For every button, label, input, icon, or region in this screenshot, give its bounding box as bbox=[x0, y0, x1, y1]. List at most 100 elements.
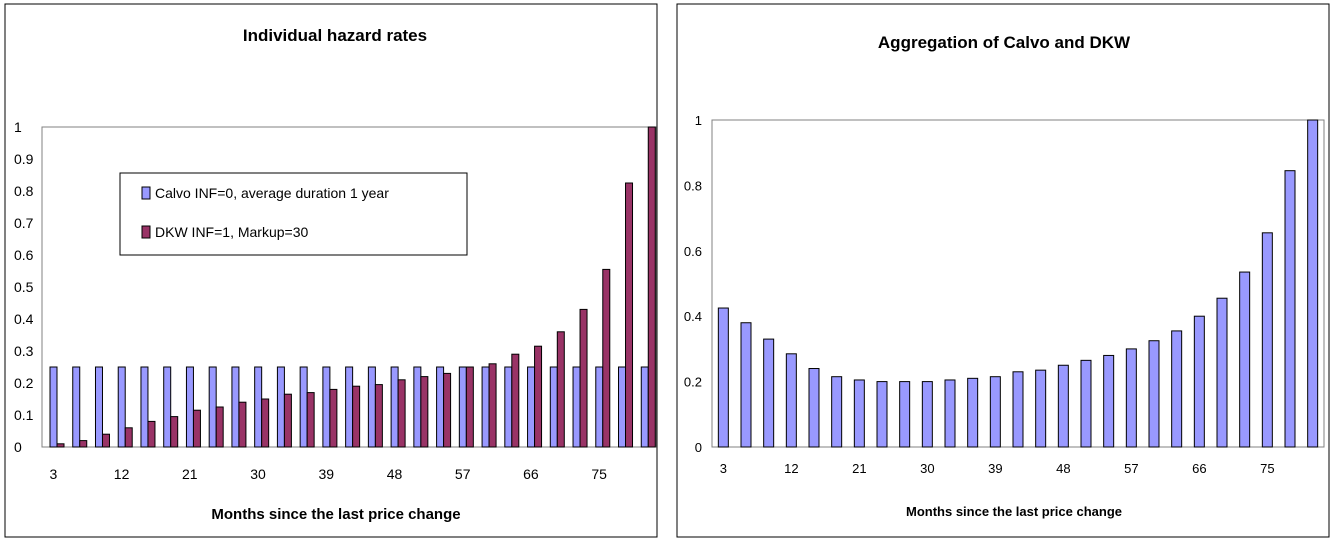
aggregate-bar bbox=[1012, 371, 1024, 448]
aggregate-bar bbox=[1035, 369, 1047, 448]
aggregate-bar bbox=[853, 379, 865, 448]
calvo-bar bbox=[367, 366, 376, 448]
left-y-tick-label: 0.5 bbox=[14, 279, 34, 295]
aggregate-bar bbox=[785, 353, 797, 448]
left-y-tick-label: 0.7 bbox=[14, 215, 34, 231]
dkw-bar bbox=[556, 331, 565, 448]
aggregate-bar bbox=[1148, 340, 1160, 448]
aggregate-bar bbox=[876, 381, 888, 448]
left-x-tick-label: 57 bbox=[455, 466, 471, 482]
right-x-tick-label: 3 bbox=[720, 461, 727, 476]
aggregate-bar bbox=[944, 379, 956, 448]
left-y-tick-label: 0.2 bbox=[14, 375, 34, 391]
calvo-bar bbox=[276, 366, 285, 448]
dkw-bar bbox=[443, 372, 452, 448]
right-x-tick-label: 12 bbox=[784, 461, 798, 476]
aggregate-bar bbox=[808, 368, 820, 448]
aggregate-bar bbox=[763, 338, 775, 448]
left-y-tick-label: 0.8 bbox=[14, 183, 34, 199]
dkw-bar bbox=[488, 363, 497, 448]
left-y-tick-label: 0.1 bbox=[14, 407, 34, 423]
aggregate-bar bbox=[921, 381, 933, 448]
aggregate-bar bbox=[1193, 315, 1205, 448]
dkw-bar bbox=[215, 406, 224, 448]
aggregate-bar bbox=[1080, 359, 1092, 448]
calvo-bar bbox=[208, 366, 217, 448]
dkw-bar bbox=[329, 388, 338, 448]
right-chart-title: Aggregation of Calvo and DKW bbox=[878, 33, 1131, 52]
calvo-bar bbox=[72, 366, 81, 448]
dkw-bar bbox=[147, 420, 156, 448]
legend-swatch-calvo bbox=[141, 186, 151, 200]
dkw-bar bbox=[261, 398, 270, 448]
calvo-bar bbox=[618, 366, 627, 448]
dkw-bar bbox=[170, 416, 179, 448]
calvo-bar bbox=[436, 366, 445, 448]
left-chart-frame bbox=[4, 3, 658, 538]
dkw-bar bbox=[647, 126, 656, 448]
calvo-bar bbox=[595, 366, 604, 448]
calvo-bar bbox=[254, 366, 263, 448]
legend-label-dkw: DKW INF=1, Markup=30 bbox=[155, 224, 308, 240]
right-x-tick-label: 30 bbox=[920, 461, 934, 476]
left-chart-x-axis-label: Months since the last price change bbox=[211, 506, 460, 523]
calvo-bar bbox=[413, 366, 422, 448]
aggregate-bar bbox=[989, 376, 1001, 448]
calvo-bar bbox=[504, 366, 513, 448]
left-x-tick-label: 3 bbox=[49, 466, 57, 482]
aggregate-bar bbox=[1239, 271, 1251, 448]
dkw-bar bbox=[79, 440, 88, 448]
calvo-bar bbox=[49, 366, 58, 448]
left-y-tick-label: 1 bbox=[14, 119, 22, 135]
calvo-bar bbox=[481, 366, 490, 448]
left-y-tick-label: 0.4 bbox=[14, 311, 34, 327]
dkw-bar bbox=[602, 268, 611, 448]
aggregate-bar bbox=[899, 381, 911, 448]
right-x-tick-label: 39 bbox=[988, 461, 1002, 476]
aggregate-bar bbox=[1216, 297, 1228, 448]
aggregate-bar bbox=[1261, 232, 1273, 448]
aggregate-bar bbox=[831, 376, 843, 448]
right-x-tick-label: 75 bbox=[1260, 461, 1274, 476]
calvo-bar bbox=[549, 366, 558, 448]
calvo-bar bbox=[322, 366, 331, 448]
left-chart-title: Individual hazard rates bbox=[243, 26, 427, 45]
aggregate-bar bbox=[1103, 354, 1115, 448]
dkw-bar bbox=[465, 366, 474, 448]
dkw-bar bbox=[101, 433, 110, 448]
legend-swatch-dkw bbox=[141, 225, 151, 239]
dkw-bar bbox=[374, 384, 383, 448]
right-x-tick-label: 21 bbox=[852, 461, 866, 476]
right-chart-x-axis-label: Months since the last price change bbox=[906, 504, 1122, 519]
dkw-bar bbox=[352, 385, 361, 448]
dkw-bar bbox=[124, 427, 133, 448]
left-x-tick-label: 39 bbox=[318, 466, 334, 482]
left-x-tick-label: 12 bbox=[114, 466, 130, 482]
legend-label-calvo: Calvo INF=0, average duration 1 year bbox=[155, 185, 389, 201]
dkw-bar bbox=[238, 401, 247, 448]
right-x-tick-label: 57 bbox=[1124, 461, 1138, 476]
left-x-tick-label: 48 bbox=[387, 466, 403, 482]
left-y-tick-label: 0.6 bbox=[14, 247, 34, 263]
right-y-tick-label: 0.6 bbox=[684, 244, 702, 259]
right-y-tick-label: 0.8 bbox=[684, 178, 702, 193]
right-y-tick-label: 0 bbox=[695, 440, 702, 455]
left-x-tick-label: 21 bbox=[182, 466, 198, 482]
left-y-tick-label: 0.3 bbox=[14, 343, 34, 359]
dkw-bar bbox=[625, 182, 634, 448]
aggregate-bar bbox=[1307, 119, 1319, 448]
calvo-bar bbox=[640, 366, 649, 448]
calvo-bar bbox=[94, 366, 103, 448]
left-y-tick-label: 0 bbox=[14, 439, 22, 455]
calvo-bar bbox=[458, 366, 467, 448]
dkw-bar bbox=[579, 308, 588, 448]
dkw-bar bbox=[397, 379, 406, 448]
left-x-tick-label: 75 bbox=[591, 466, 607, 482]
right-x-tick-label: 48 bbox=[1056, 461, 1070, 476]
right-chart-frame bbox=[676, 3, 1330, 538]
calvo-bar bbox=[345, 366, 354, 448]
aggregate-bar bbox=[717, 307, 729, 448]
dkw-bar bbox=[306, 392, 315, 448]
dkw-bar bbox=[534, 345, 543, 448]
